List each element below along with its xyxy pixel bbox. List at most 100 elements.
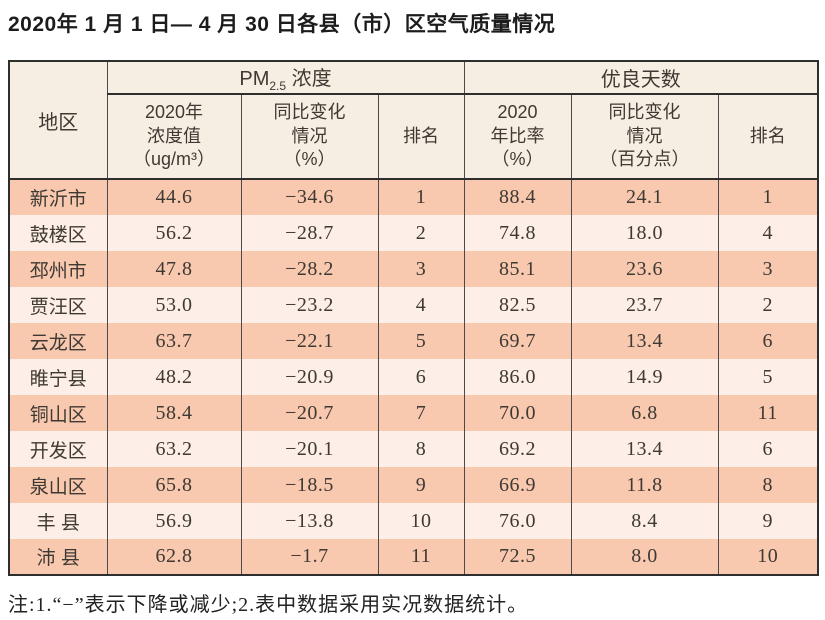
table-body: 新沂市 44.6 −34.6 1 88.4 24.1 1 鼓楼区 56.2 −2… bbox=[8, 179, 819, 575]
page-title: 2020年 1 月 1 日— 4 月 30 日各县（市）区空气质量情况 bbox=[8, 13, 556, 36]
cell-pm-rank: 8 bbox=[377, 431, 465, 467]
cell-good-change: 18.0 bbox=[570, 215, 719, 251]
table-row: 沛 县 62.8 −1.7 11 72.5 8.0 10 bbox=[8, 539, 819, 575]
cell-good-rank: 11 bbox=[717, 395, 819, 431]
cell-pm-rank: 6 bbox=[377, 359, 465, 395]
column-header-region: 地区 bbox=[8, 61, 108, 180]
cell-pm-rank: 11 bbox=[377, 539, 465, 575]
cell-pm-value: 56.2 bbox=[106, 215, 242, 251]
table-row: 贾汪区 53.0 −23.2 4 82.5 23.7 2 bbox=[8, 287, 819, 323]
cell-good-ratio: 66.9 bbox=[463, 467, 572, 503]
cell-good-change: 6.8 bbox=[570, 395, 719, 431]
cell-pm-rank: 5 bbox=[377, 323, 465, 359]
cell-pm-value: 65.8 bbox=[106, 467, 242, 503]
cell-good-rank: 3 bbox=[717, 251, 819, 287]
table-row: 铜山区 58.4 −20.7 7 70.0 6.8 11 bbox=[8, 395, 819, 431]
pm25-label-rest: 浓度 bbox=[286, 68, 332, 90]
cell-region: 新沂市 bbox=[8, 179, 108, 215]
column-header-pm-change: 同比变化 情况 （%） bbox=[240, 94, 379, 180]
column-header-good-ratio: 2020 年比率 （%） bbox=[463, 94, 572, 180]
cell-good-change: 8.4 bbox=[570, 503, 719, 539]
header-group-row: 地区 PM2.5 浓度 优良天数 bbox=[8, 61, 819, 180]
cell-pm-value: 53.0 bbox=[106, 287, 242, 323]
cell-good-ratio: 85.1 bbox=[463, 251, 572, 287]
cell-good-change: 23.6 bbox=[570, 251, 719, 287]
table-row: 睢宁县 48.2 −20.9 6 86.0 14.9 5 bbox=[8, 359, 819, 395]
table-header: 地区 PM2.5 浓度 优良天数 2020年 浓度值 （ug/m³） 同比变化 … bbox=[8, 61, 819, 180]
table-row: 开发区 63.2 −20.1 8 69.2 13.4 6 bbox=[8, 431, 819, 467]
cell-good-ratio: 69.7 bbox=[463, 323, 572, 359]
cell-region: 丰 县 bbox=[8, 503, 108, 539]
cell-good-rank: 10 bbox=[717, 539, 819, 575]
cell-pm-change: −23.2 bbox=[240, 287, 379, 323]
table-row: 云龙区 63.7 −22.1 5 69.7 13.4 6 bbox=[8, 323, 819, 359]
cell-region: 睢宁县 bbox=[8, 359, 108, 395]
cell-pm-value: 63.2 bbox=[106, 431, 242, 467]
cell-good-ratio: 72.5 bbox=[463, 539, 572, 575]
cell-region: 铜山区 bbox=[8, 395, 108, 431]
cell-good-rank: 5 bbox=[717, 359, 819, 395]
cell-pm-rank: 7 bbox=[377, 395, 465, 431]
pm25-subscript: 2.5 bbox=[269, 79, 287, 93]
cell-region: 贾汪区 bbox=[8, 287, 108, 323]
cell-good-change: 13.4 bbox=[570, 323, 719, 359]
cell-good-rank: 4 bbox=[717, 215, 819, 251]
cell-pm-value: 56.9 bbox=[106, 503, 242, 539]
cell-good-rank: 1 bbox=[717, 179, 819, 215]
pm25-label: PM bbox=[239, 68, 270, 90]
cell-pm-rank: 10 bbox=[377, 503, 465, 539]
cell-good-change: 8.0 bbox=[570, 539, 719, 575]
footnote: 注:1.“−”表示下降或减少;2.表中数据采用实况数据统计。 bbox=[8, 594, 529, 616]
cell-good-rank: 6 bbox=[717, 323, 819, 359]
cell-pm-change: −20.1 bbox=[240, 431, 379, 467]
cell-region: 泉山区 bbox=[8, 467, 108, 503]
cell-good-change: 13.4 bbox=[570, 431, 719, 467]
cell-pm-rank: 2 bbox=[377, 215, 465, 251]
cell-pm-rank: 3 bbox=[377, 251, 465, 287]
cell-region: 开发区 bbox=[8, 431, 108, 467]
cell-good-ratio: 76.0 bbox=[463, 503, 572, 539]
cell-good-rank: 9 bbox=[717, 503, 819, 539]
header-sub-row: 2020年 浓度值 （ug/m³） 同比变化 情况 （%） 排名 2020 年比… bbox=[9, 94, 819, 180]
cell-pm-change: −34.6 bbox=[240, 179, 379, 215]
cell-pm-value: 47.8 bbox=[106, 251, 242, 287]
table-row: 丰 县 56.9 −13.8 10 76.0 8.4 9 bbox=[8, 503, 819, 539]
cell-pm-change: −18.5 bbox=[240, 467, 379, 503]
cell-pm-rank: 1 bbox=[377, 179, 465, 215]
cell-pm-change: −20.9 bbox=[240, 359, 379, 395]
cell-good-change: 14.9 bbox=[570, 359, 719, 395]
cell-region: 云龙区 bbox=[8, 323, 108, 359]
cell-pm-change: −22.1 bbox=[240, 323, 379, 359]
column-group-pm25: PM2.5 浓度 bbox=[106, 61, 465, 95]
cell-good-rank: 8 bbox=[717, 467, 819, 503]
cell-good-ratio: 82.5 bbox=[463, 287, 572, 323]
column-header-pm-rank: 排名 bbox=[377, 94, 465, 180]
cell-good-ratio: 70.0 bbox=[463, 395, 572, 431]
cell-pm-value: 44.6 bbox=[106, 179, 242, 215]
cell-pm-value: 58.4 bbox=[106, 395, 242, 431]
cell-pm-value: 62.8 bbox=[106, 539, 242, 575]
cell-pm-change: −28.7 bbox=[240, 215, 379, 251]
cell-good-ratio: 69.2 bbox=[463, 431, 572, 467]
table-row: 邳州市 47.8 −28.2 3 85.1 23.6 3 bbox=[8, 251, 819, 287]
cell-good-rank: 6 bbox=[717, 431, 819, 467]
cell-pm-change: −1.7 bbox=[240, 539, 379, 575]
table-row: 新沂市 44.6 −34.6 1 88.4 24.1 1 bbox=[8, 179, 819, 215]
air-quality-table: 地区 PM2.5 浓度 优良天数 2020年 浓度值 （ug/m³） 同比变化 … bbox=[8, 60, 819, 576]
cell-pm-rank: 4 bbox=[377, 287, 465, 323]
cell-region: 邳州市 bbox=[8, 251, 108, 287]
cell-pm-rank: 9 bbox=[377, 467, 465, 503]
column-header-good-rank: 排名 bbox=[717, 94, 819, 180]
cell-good-rank: 2 bbox=[717, 287, 819, 323]
cell-region: 鼓楼区 bbox=[8, 215, 108, 251]
column-group-good-days: 优良天数 bbox=[463, 61, 819, 95]
cell-good-ratio: 88.4 bbox=[463, 179, 572, 215]
cell-good-change: 24.1 bbox=[570, 179, 719, 215]
column-header-good-change: 同比变化 情况 （百分点） bbox=[570, 94, 719, 180]
cell-pm-change: −20.7 bbox=[240, 395, 379, 431]
cell-pm-change: −13.8 bbox=[240, 503, 379, 539]
table-row: 鼓楼区 56.2 −28.7 2 74.8 18.0 4 bbox=[8, 215, 819, 251]
cell-pm-value: 48.2 bbox=[106, 359, 242, 395]
column-header-pm-value: 2020年 浓度值 （ug/m³） bbox=[106, 94, 242, 180]
